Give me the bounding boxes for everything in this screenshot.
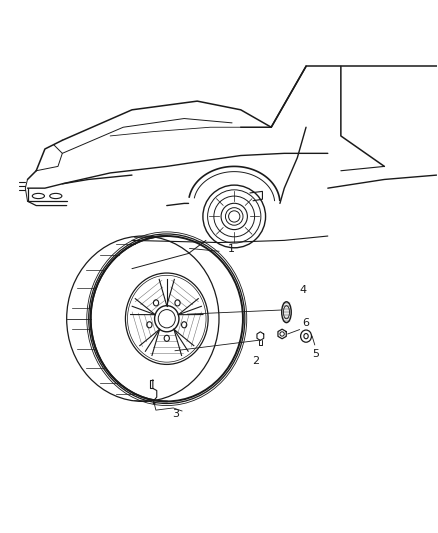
Ellipse shape: [181, 322, 187, 328]
Ellipse shape: [304, 334, 308, 339]
Text: 6: 6: [303, 318, 310, 328]
Ellipse shape: [153, 300, 159, 306]
Ellipse shape: [282, 302, 291, 322]
Ellipse shape: [164, 335, 170, 341]
Text: 3: 3: [172, 409, 179, 418]
Text: 1: 1: [228, 244, 235, 254]
Ellipse shape: [147, 322, 152, 328]
Text: 4: 4: [300, 286, 307, 295]
Ellipse shape: [300, 330, 311, 342]
Ellipse shape: [175, 300, 180, 306]
Text: 5: 5: [312, 349, 319, 359]
Text: 2: 2: [252, 357, 260, 366]
